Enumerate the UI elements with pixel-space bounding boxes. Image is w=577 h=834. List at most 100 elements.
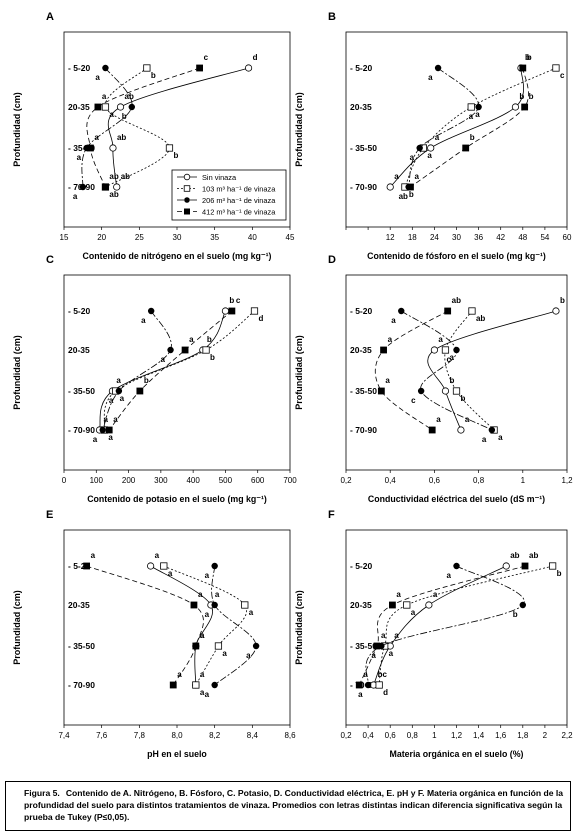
depth-tick-label: - 35-50 <box>350 641 377 651</box>
series-line-3 <box>102 310 172 431</box>
significance-letter: a <box>109 396 114 405</box>
legend-open-square <box>183 185 191 192</box>
point-open-circle <box>221 307 230 315</box>
x-axis-label: pH en el suelo <box>147 749 207 759</box>
x-tick-label: 1,2 <box>451 731 463 740</box>
x-tick-label: 7,4 <box>58 731 70 740</box>
point-open-circle <box>116 103 125 111</box>
significance-letter: a <box>168 569 173 578</box>
caption-text: Contenido de A. Nitrógeno, B. Fósforo, C… <box>24 788 564 822</box>
point-filled-square <box>169 681 177 689</box>
point-open-circle <box>109 144 117 152</box>
point-filled-circle <box>434 64 442 72</box>
significance-letter: b <box>529 92 534 101</box>
significance-letter: b <box>557 569 562 578</box>
depth-tick-label: - 70-90 <box>350 425 377 435</box>
y-axis-label: Profundidad (cm) <box>294 92 304 167</box>
series-line-2 <box>404 67 557 188</box>
x-tick-label: 0,8 <box>407 731 419 740</box>
series-line-2 <box>444 310 495 431</box>
significance-letter: b <box>207 335 212 344</box>
depth-tick-label: - 5-20 <box>350 306 372 316</box>
panel-f: F Profundidad (cm) - 5-20 20-35 - 35-50 - 70-… <box>294 509 573 759</box>
series-line-2 <box>105 67 170 188</box>
point-filled-square <box>136 387 144 395</box>
significance-letter: b <box>449 376 454 385</box>
point-filled-square <box>462 144 470 152</box>
significance-letter: b <box>210 353 215 362</box>
point-filled-circle <box>519 601 526 609</box>
depth-tick-label: - 5-20 <box>350 561 372 571</box>
point-open-square <box>165 144 174 152</box>
x-tick-label: 1,2 <box>561 476 573 485</box>
point-filled-square <box>86 144 94 152</box>
point-filled-square <box>373 642 381 650</box>
panel-e: E Profundidad (cm) - 5-20 20-35 - 35-50 - 70-… <box>12 509 296 759</box>
x-tick-label: 8,4 <box>247 731 259 740</box>
depth-tick-label: 20-35 <box>350 102 372 112</box>
significance-letter: a <box>200 688 205 697</box>
significance-letter: a <box>155 551 160 560</box>
point-filled-square <box>355 681 363 689</box>
significance-letter: a <box>371 651 376 660</box>
y-axis-label: Profundidad (cm) <box>12 335 22 410</box>
x-axis-label: Contenido de nitrógeno en el suelo (mg k… <box>83 251 272 261</box>
point-filled-circle <box>364 681 372 689</box>
significance-letter: a <box>205 610 210 619</box>
point-open-square <box>375 681 383 689</box>
x-tick-label: 1,4 <box>473 731 485 740</box>
significance-letter: b <box>527 53 532 62</box>
x-tick-label: 0,6 <box>429 476 441 485</box>
point-filled-square <box>519 64 527 72</box>
significance-letter: a <box>411 608 416 617</box>
x-tick-label: 24 <box>430 233 439 242</box>
x-tick-label: 1 <box>432 731 437 740</box>
x-tick-label: 45 <box>286 233 295 242</box>
significance-letter: a <box>205 690 210 699</box>
depth-tick-label: - 70-90 <box>350 680 377 690</box>
significance-letter: a <box>381 631 386 640</box>
depth-tick-label: 20-35 <box>68 102 90 112</box>
significance-letter: b <box>229 296 234 305</box>
significance-letter: ab <box>121 172 130 181</box>
depth-tick-label: - 35-50 <box>350 143 377 153</box>
significance-letter: ab <box>117 133 126 142</box>
point-filled-square <box>380 346 387 354</box>
x-tick-label: 40 <box>248 233 257 242</box>
point-open-square <box>241 601 249 609</box>
point-filled-circle <box>99 426 106 434</box>
significance-letter: a <box>95 73 100 82</box>
significance-letter: a <box>469 112 474 121</box>
significance-letter: a <box>246 651 251 660</box>
point-open-circle <box>552 307 560 315</box>
point-open-circle <box>430 346 438 354</box>
significance-letter: ab <box>399 192 408 201</box>
point-open-square <box>441 346 450 354</box>
significance-letter: ab <box>125 92 134 101</box>
point-filled-circle <box>79 183 87 191</box>
y-axis-label: Profundidad (cm) <box>12 590 22 665</box>
x-tick-label: 0,4 <box>363 731 375 740</box>
point-open-circle <box>511 103 520 111</box>
significance-letter: a <box>108 433 113 442</box>
point-open-circle <box>147 562 155 570</box>
x-tick-label: 12 <box>386 233 395 242</box>
depth-tick-label: - 5-20 <box>350 63 372 73</box>
x-tick-label: 1,6 <box>495 731 507 740</box>
series-line-1 <box>373 565 507 686</box>
series-line-4 <box>358 565 526 686</box>
x-tick-label: 2,2 <box>561 731 573 740</box>
point-open-square <box>452 387 461 395</box>
significance-letter: a <box>438 335 443 344</box>
depth-tick-label: 20-35 <box>350 600 372 610</box>
panel-letter: B <box>328 11 336 23</box>
legend: Sin vinaza 103 m³ ha⁻¹ de vinaza 206 m³ ha… <box>171 169 287 221</box>
significance-letter: a <box>177 670 182 679</box>
x-tick-label: 1 <box>521 476 526 485</box>
point-filled-circle <box>128 103 135 111</box>
depth-tick-label: - 35-50 <box>350 386 377 396</box>
significance-letter: a <box>394 172 399 181</box>
series-line-1 <box>107 67 249 188</box>
x-tick-label: 1,8 <box>517 731 529 740</box>
significance-letter: a <box>428 73 433 82</box>
